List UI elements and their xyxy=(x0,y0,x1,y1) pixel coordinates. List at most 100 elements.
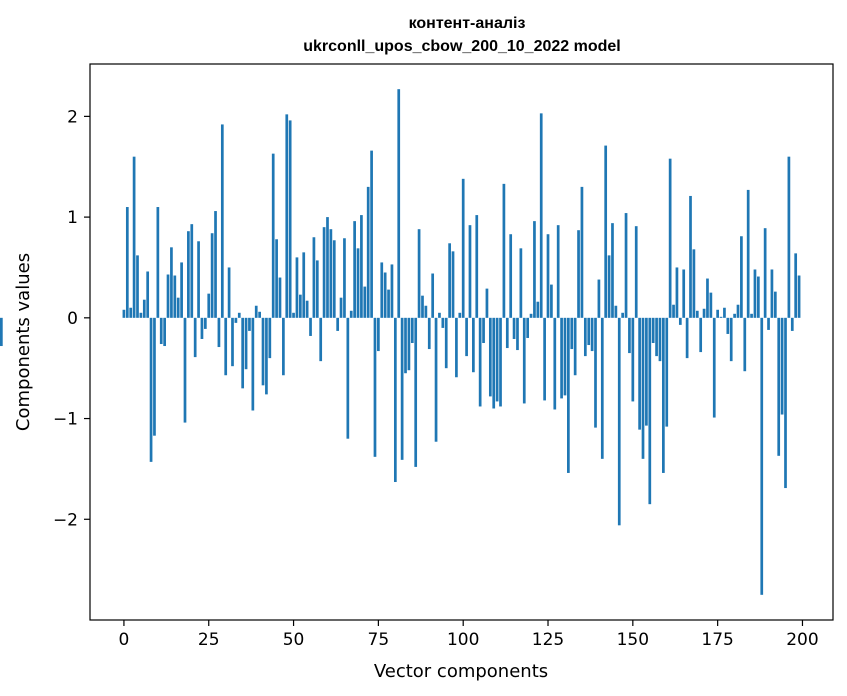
bar xyxy=(651,317,655,344)
bar xyxy=(733,313,736,318)
y-tick-label: 1 xyxy=(67,208,78,228)
bar xyxy=(723,307,726,318)
bar xyxy=(190,224,194,318)
bar xyxy=(570,317,574,350)
x-axis-label: Vector components xyxy=(374,661,548,682)
x-tick-label: 175 xyxy=(701,630,733,650)
bar xyxy=(424,305,428,318)
bar xyxy=(129,307,133,318)
bar xyxy=(139,312,143,318)
bar xyxy=(750,313,753,318)
bar xyxy=(577,230,580,318)
bar xyxy=(465,317,468,357)
bar xyxy=(519,248,523,318)
bar xyxy=(295,257,299,318)
bar xyxy=(712,317,716,418)
bar xyxy=(485,288,489,318)
x-tick-label: 100 xyxy=(447,630,479,650)
bar xyxy=(526,317,530,338)
bar xyxy=(607,255,611,318)
bar xyxy=(458,312,462,318)
bar xyxy=(339,297,343,318)
bar xyxy=(427,317,431,350)
bar xyxy=(200,317,204,339)
bar xyxy=(550,284,553,318)
bar xyxy=(587,317,591,346)
x-tick-label: 75 xyxy=(368,630,390,650)
bar xyxy=(176,297,180,318)
bar xyxy=(746,189,750,318)
x-tick-label: 200 xyxy=(786,630,818,650)
x-tick-label: 125 xyxy=(532,630,564,650)
bar xyxy=(641,317,645,459)
bar xyxy=(505,317,509,349)
bar xyxy=(533,221,536,318)
bar xyxy=(285,114,289,318)
bar xyxy=(611,223,614,318)
chart-subtitle: ukrconll_upos_cbow_200_10_2022 model xyxy=(303,38,620,55)
bar xyxy=(156,207,160,318)
bar xyxy=(434,317,438,442)
bar xyxy=(600,317,604,459)
bar xyxy=(373,317,377,457)
bar xyxy=(329,229,333,318)
bar xyxy=(125,207,129,318)
bar xyxy=(346,317,350,439)
y-tick-label: −2 xyxy=(53,510,78,530)
bar xyxy=(468,225,472,318)
bar xyxy=(461,178,465,318)
bar xyxy=(692,249,696,318)
x-tick-label: 50 xyxy=(283,630,305,650)
y-axis-label: Components values xyxy=(13,253,34,431)
bar xyxy=(757,276,760,318)
bar xyxy=(407,317,411,371)
bar xyxy=(377,317,380,352)
bar xyxy=(726,317,730,334)
bar xyxy=(292,312,295,318)
bar xyxy=(706,278,709,318)
x-tick-label: 25 xyxy=(198,630,220,650)
chart-title: контент-аналіз xyxy=(409,15,526,32)
bar xyxy=(261,317,265,386)
bar xyxy=(444,317,448,369)
bar xyxy=(153,317,156,436)
bar xyxy=(224,317,228,376)
bar xyxy=(146,271,150,318)
bar xyxy=(180,262,183,318)
bar xyxy=(631,317,635,402)
bar xyxy=(370,150,373,318)
bar xyxy=(499,317,502,407)
bar xyxy=(529,313,533,318)
bar xyxy=(567,317,570,473)
bar xyxy=(753,269,757,318)
bar xyxy=(298,294,302,318)
bar xyxy=(512,317,516,339)
bars-group xyxy=(0,89,801,595)
bar xyxy=(404,317,407,374)
bar xyxy=(149,317,153,462)
bar xyxy=(580,186,584,318)
bar xyxy=(278,277,282,318)
bar xyxy=(502,183,506,318)
bar xyxy=(170,247,173,318)
bar xyxy=(275,239,278,318)
bar xyxy=(590,317,594,352)
bar xyxy=(383,272,387,318)
bar xyxy=(573,317,577,376)
bar xyxy=(695,310,699,318)
bar xyxy=(431,273,435,318)
bar xyxy=(271,153,275,318)
bar xyxy=(451,251,455,318)
bar xyxy=(794,253,798,318)
bar xyxy=(763,228,767,318)
bar xyxy=(410,317,414,344)
bar xyxy=(665,317,669,427)
bar xyxy=(248,317,251,331)
bar xyxy=(448,243,451,318)
bar xyxy=(187,231,190,318)
bar xyxy=(282,317,285,376)
bar xyxy=(455,317,458,378)
bar xyxy=(421,295,424,318)
bar xyxy=(438,312,441,318)
